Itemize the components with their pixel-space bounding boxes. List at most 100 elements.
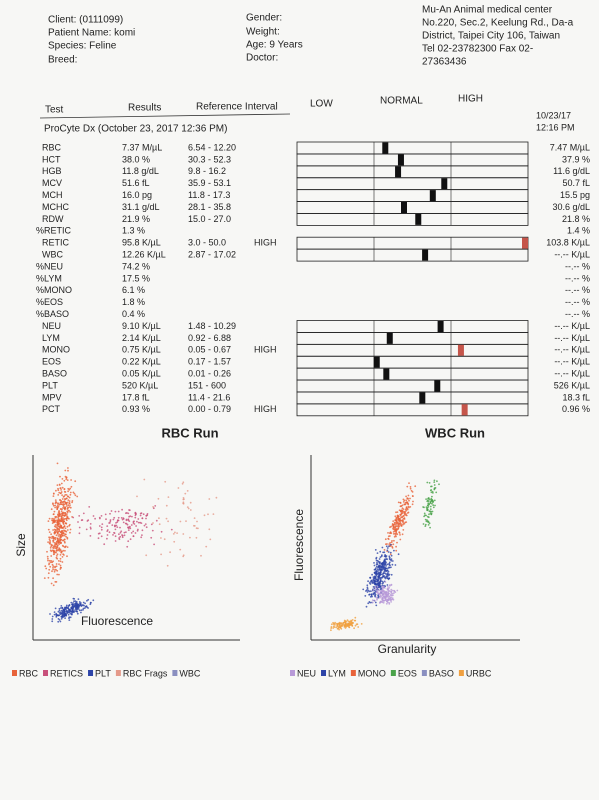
dot: [70, 601, 73, 604]
dot: [209, 538, 212, 541]
dot: [50, 545, 53, 548]
dot: [385, 569, 387, 572]
dot: [376, 598, 378, 601]
dot: [373, 564, 376, 567]
dot: [123, 531, 126, 534]
col-low: LOW: [310, 99, 333, 110]
dot: [52, 504, 55, 507]
dot: [62, 503, 65, 505]
test-name: PLT: [42, 380, 58, 390]
dot: [384, 587, 386, 589]
test-name: %BASO: [36, 309, 69, 319]
dot: [396, 511, 399, 513]
dot: [392, 594, 394, 597]
dot: [129, 515, 132, 518]
dot: [128, 526, 130, 529]
dot: [357, 626, 360, 628]
dot: [52, 529, 54, 531]
dot: [337, 627, 339, 630]
previous-result: 11.6 g/dL: [553, 166, 590, 176]
dot: [431, 495, 433, 498]
dot: [60, 510, 63, 513]
dot: [424, 525, 427, 527]
dot: [52, 493, 55, 495]
dot: [55, 565, 58, 568]
dot: [66, 507, 69, 509]
flag: HIGH: [254, 345, 277, 355]
dot: [58, 533, 61, 536]
result: 0.05 K/µL: [122, 368, 161, 378]
dot: [379, 572, 382, 574]
dot: [60, 531, 63, 534]
range-bar: [296, 236, 529, 250]
dot: [362, 588, 365, 591]
dot: [177, 487, 180, 489]
dot: [58, 563, 60, 565]
dot: [146, 513, 149, 515]
dot: [392, 523, 395, 526]
dot: [53, 532, 56, 535]
dot: [71, 603, 74, 606]
dot: [141, 517, 144, 520]
previous-result: --.-- %: [565, 309, 590, 319]
dot: [389, 542, 391, 544]
dot: [376, 552, 379, 554]
dot: [401, 533, 404, 536]
dot: [111, 524, 114, 526]
dot: [384, 558, 386, 561]
dot: [127, 540, 130, 543]
dot: [136, 495, 138, 498]
dot: [69, 504, 71, 506]
dot: [151, 529, 154, 532]
dot: [80, 611, 82, 614]
dot: [86, 599, 88, 602]
dot: [64, 530, 67, 532]
dot: [393, 535, 396, 538]
legend-label: RBC Frags: [123, 668, 168, 678]
dot: [389, 553, 392, 556]
dot: [345, 624, 348, 627]
dot: [46, 550, 48, 553]
rbc-run: RBC Run Fluorescence Size: [14, 425, 240, 641]
dot: [65, 545, 67, 548]
range-bar: [296, 403, 529, 417]
dot: [387, 538, 390, 540]
dot: [113, 532, 116, 534]
dot: [379, 592, 382, 595]
dot: [396, 589, 399, 592]
dot: [385, 555, 388, 557]
dot: [347, 624, 350, 627]
dot: [59, 499, 61, 501]
col-high: HIGH: [458, 94, 483, 105]
dot: [351, 619, 354, 621]
dot: [60, 605, 63, 607]
dot: [370, 579, 373, 582]
dot: [403, 518, 406, 520]
y-label: Fluorescence: [292, 509, 306, 581]
range-bar: [296, 343, 529, 357]
dot: [120, 517, 123, 519]
dot: [132, 535, 135, 537]
dot: [426, 481, 429, 484]
dot: [78, 609, 81, 612]
dot: [179, 548, 182, 551]
dot: [387, 551, 390, 553]
dot: [55, 614, 58, 617]
dot: [61, 478, 64, 480]
dot: [118, 533, 120, 536]
dot: [58, 491, 61, 494]
dot: [152, 522, 154, 524]
dot: [372, 586, 375, 588]
dot: [399, 501, 402, 504]
dot: [50, 508, 53, 511]
dot: [103, 543, 106, 546]
dot: [386, 549, 389, 552]
dot: [375, 565, 378, 568]
dot: [378, 566, 381, 568]
dot: [92, 599, 95, 602]
dot: [373, 571, 376, 574]
dot: [342, 622, 344, 625]
result: 51.6 fL: [122, 178, 150, 188]
dot: [348, 626, 351, 629]
result: 17.5 %: [122, 273, 150, 283]
